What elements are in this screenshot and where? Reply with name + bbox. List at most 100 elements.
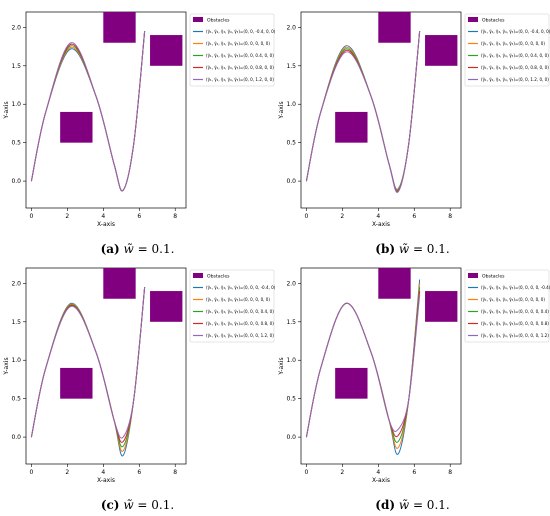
x-tick-label: 6 bbox=[412, 213, 416, 220]
legend-obstacle-swatch bbox=[468, 17, 478, 22]
y-tick-label: 0.0 bbox=[286, 434, 296, 441]
legend: Obstacles (γ̃₁, γ̃₂, γ̃₃, γ̃₄, γ̃₅)=(0, 0… bbox=[464, 269, 550, 343]
y-tick-label: 2.0 bbox=[286, 280, 296, 287]
chart-panel-b: 0 2 4 6 8 0.0 0.5 1.0 1.5 2.0 X-axis Y-axis Obstacle… bbox=[278, 11, 550, 228]
caption-text: = 0.1. bbox=[133, 498, 175, 512]
caption-text: = 0.1. bbox=[409, 242, 450, 256]
obstacle-rect bbox=[103, 12, 136, 43]
obstacle-rect bbox=[103, 268, 136, 299]
chart-panel-d: 0 2 4 6 8 0.0 0.5 1.0 1.5 2.0 X-axis Y-axis Obstacle… bbox=[278, 267, 550, 484]
x-tick-label: 4 bbox=[376, 469, 380, 476]
y-tick-label: 1.0 bbox=[11, 101, 21, 108]
x-tick-label: 4 bbox=[101, 469, 105, 476]
y-tick-label: 1.5 bbox=[286, 63, 296, 70]
x-tick-label: 8 bbox=[448, 213, 452, 220]
legend-label: (γ̃₁, γ̃₂, γ̃₃, γ̃₄, γ̃₅)=(0, 0, 0.4, 0,… bbox=[481, 53, 549, 58]
legend-label: (γ̃₁, γ̃₂, γ̃₃, γ̃₄, γ̃₅)=(0, 0, 0.8, 0,… bbox=[206, 65, 274, 70]
legend-box bbox=[189, 269, 275, 343]
y-axis-label: Y-axis bbox=[278, 101, 285, 119]
obstacle-rect bbox=[150, 35, 183, 66]
caption-symbol: w̃ bbox=[123, 242, 134, 256]
legend-obstacle-swatch bbox=[468, 273, 478, 278]
y-tick-label: 1.0 bbox=[11, 357, 21, 364]
legend-label: (γ̃₁, γ̃₂, γ̃₃, γ̃₄, γ̃₅)=(0, 0, -0.4, 0… bbox=[206, 29, 276, 34]
x-tick-label: 0 bbox=[304, 213, 308, 220]
legend-label: (γ̃₁, γ̃₂, γ̃₃, γ̃₄, γ̃₅)=(0, 0, 0.4, 0,… bbox=[206, 53, 274, 58]
series-line bbox=[30, 31, 146, 192]
caption-symbol: w̃ bbox=[398, 498, 410, 512]
chart-panel-c: 0 2 4 6 8 0.0 0.5 1.0 1.5 2.0 X-axis Y-axis Obstacle… bbox=[3, 267, 276, 484]
y-tick-label: 0.5 bbox=[286, 140, 296, 147]
legend-label: (γ̃₁, γ̃₂, γ̃₃, γ̃₄, γ̃₅)=(0, 0, 0, 0, 0… bbox=[206, 41, 270, 46]
legend-label: (γ̃₁, γ̃₂, γ̃₃, γ̃₄, γ̃₅)=(0, 0, 0, 0, 1… bbox=[481, 333, 549, 338]
legend-label: (γ̃₁, γ̃₂, γ̃₃, γ̃₄, γ̃₅)=(0, 0, 0, 0, 0… bbox=[481, 309, 549, 314]
series-line bbox=[305, 294, 421, 438]
y-tick-label: 0.5 bbox=[11, 140, 21, 147]
y-tick-label: 1.5 bbox=[11, 319, 21, 326]
x-axis-label: X-axis bbox=[372, 477, 390, 484]
legend-label: (γ̃₁, γ̃₂, γ̃₃, γ̃₄, γ̃₅)=(0, 0, 0, -0.4… bbox=[206, 285, 276, 290]
y-tick-label: 1.5 bbox=[286, 319, 296, 326]
legend-label: Obstacles bbox=[207, 274, 230, 280]
y-tick-label: 2.0 bbox=[11, 280, 21, 287]
legend-label: Obstacles bbox=[482, 18, 505, 24]
caption-a: (a) w̃ = 0.1. bbox=[0, 242, 275, 256]
obstacle-rect bbox=[60, 367, 93, 399]
legend-label: (γ̃₁, γ̃₂, γ̃₃, γ̃₄, γ̃₅)=(0, 0, -0.4, 0… bbox=[481, 29, 550, 34]
caption-tag: (a) bbox=[100, 242, 120, 256]
legend: Obstacles (γ̃₁, γ̃₂, γ̃₃, γ̃₄, γ̃₅)=(0, 0… bbox=[464, 13, 550, 87]
x-tick-label: 0 bbox=[29, 213, 33, 220]
legend-label: (γ̃₁, γ̃₂, γ̃₃, γ̃₄, γ̃₅)=(0, 0, 0.8, 0,… bbox=[481, 65, 549, 70]
legend-label: (γ̃₁, γ̃₂, γ̃₃, γ̃₄, γ̃₅)=(0, 0, 0, 0, 0… bbox=[206, 297, 270, 302]
obstacle-rect bbox=[425, 35, 458, 66]
caption-symbol: w̃ bbox=[123, 498, 134, 512]
legend-label: (γ̃₁, γ̃₂, γ̃₃, γ̃₄, γ̃₅)=(0, 0, 0, 0, 0… bbox=[481, 297, 545, 302]
legend-label: Obstacles bbox=[207, 18, 230, 24]
y-axis-label: Y-axis bbox=[278, 357, 285, 375]
legend-label: Obstacles bbox=[482, 274, 505, 280]
caption-tag: (b) bbox=[375, 242, 396, 256]
caption-tag: (c) bbox=[100, 498, 120, 512]
x-tick-label: 2 bbox=[65, 213, 69, 220]
chart-panel-a: 0 2 4 6 8 0.0 0.5 1.0 1.5 2.0 X-axis Y-axis Obstacle… bbox=[3, 11, 276, 228]
x-tick-label: 8 bbox=[448, 469, 452, 476]
x-tick-label: 6 bbox=[137, 213, 141, 220]
x-tick-label: 0 bbox=[29, 469, 33, 476]
y-tick-label: 0.5 bbox=[286, 396, 296, 403]
legend-obstacle-swatch bbox=[193, 273, 203, 278]
obstacle-rect bbox=[335, 111, 368, 143]
x-tick-label: 4 bbox=[101, 213, 105, 220]
legend-label: (γ̃₁, γ̃₂, γ̃₃, γ̃₄, γ̃₅)=(0, 0, 0, 0.4,… bbox=[206, 309, 274, 314]
x-tick-label: 2 bbox=[340, 469, 344, 476]
legend-box bbox=[464, 13, 550, 87]
obstacle-rect bbox=[378, 268, 411, 299]
series-line bbox=[30, 287, 146, 439]
legend-label: (γ̃₁, γ̃₂, γ̃₃, γ̃₄, γ̃₅)=(0, 0, 0, 1.2,… bbox=[206, 333, 274, 338]
series-line bbox=[305, 31, 421, 193]
legend-label: (γ̃₁, γ̃₂, γ̃₃, γ̃₄, γ̃₅)=(0, 0, 0, 0, -… bbox=[481, 285, 550, 290]
x-tick-label: 2 bbox=[65, 469, 69, 476]
y-tick-label: 0.5 bbox=[11, 396, 21, 403]
legend-label: (γ̃₁, γ̃₂, γ̃₃, γ̃₄, γ̃₅)=(0, 0, 1.2, 0,… bbox=[481, 77, 549, 82]
legend-label: (γ̃₁, γ̃₂, γ̃₃, γ̃₄, γ̃₅)=(0, 0, 0, 0, 0… bbox=[481, 41, 545, 46]
x-tick-label: 8 bbox=[173, 469, 177, 476]
y-tick-label: 0.0 bbox=[286, 178, 296, 185]
y-tick-label: 1.5 bbox=[11, 63, 21, 70]
y-axis-label: Y-axis bbox=[3, 101, 10, 119]
x-axis-label: X-axis bbox=[97, 221, 115, 228]
caption-symbol: w̃ bbox=[398, 242, 410, 256]
x-axis-label: X-axis bbox=[97, 477, 115, 484]
y-axis-label: Y-axis bbox=[3, 357, 10, 375]
obstacle-rect bbox=[378, 12, 411, 43]
y-tick-label: 1.0 bbox=[286, 357, 296, 364]
legend: Obstacles (γ̃₁, γ̃₂, γ̃₃, γ̃₄, γ̃₅)=(0, 0… bbox=[189, 13, 276, 87]
caption-c: (c) w̃ = 0.1. bbox=[0, 498, 275, 512]
x-tick-label: 6 bbox=[412, 469, 416, 476]
x-tick-label: 4 bbox=[376, 213, 380, 220]
caption-text: = 0.1. bbox=[409, 498, 450, 512]
obstacle-rect bbox=[150, 291, 183, 322]
x-axis-label: X-axis bbox=[372, 221, 390, 228]
caption-tag: (d) bbox=[375, 498, 396, 512]
legend-box bbox=[189, 13, 275, 87]
